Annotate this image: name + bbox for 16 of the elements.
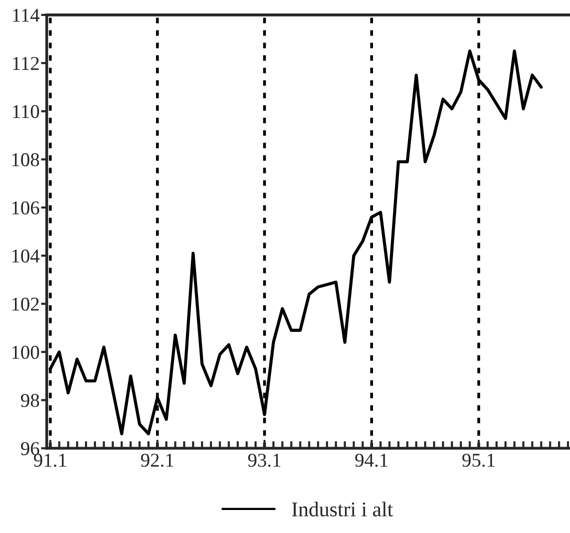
y-tick-label: 100 — [12, 346, 40, 359]
x-tick-label: 92.1 — [141, 454, 174, 467]
y-tick-label: 102 — [12, 298, 39, 311]
y-tick-label: 106 — [12, 201, 40, 214]
y-tick-label: 108 — [12, 153, 40, 166]
y-tick-label: 110 — [13, 105, 40, 118]
x-tick-label: 91.1 — [34, 454, 66, 467]
legend-label: Industri i alt — [292, 502, 393, 516]
x-tick-label: 94.1 — [355, 454, 388, 467]
x-tick-label: 93.1 — [248, 454, 280, 467]
x-tick-label: 95.1 — [462, 454, 495, 467]
y-tick-label: 98 — [20, 394, 40, 408]
y-tick-label: 112 — [13, 56, 39, 70]
y-tick-label: 104 — [12, 249, 40, 263]
y-tick-label: 114 — [13, 8, 40, 22]
y-tick-label: 96 — [20, 442, 40, 456]
